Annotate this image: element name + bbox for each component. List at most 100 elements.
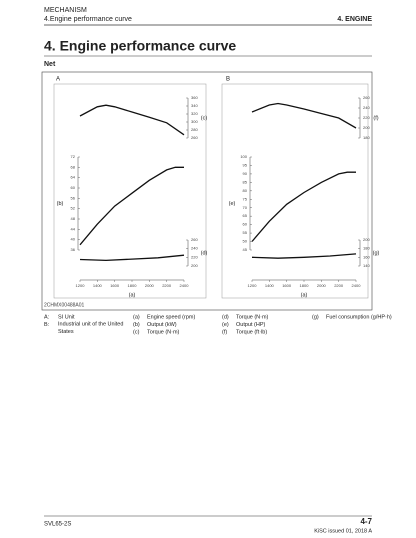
panel-frame [221, 83, 369, 299]
y-tick-label: 260 [363, 95, 370, 100]
legend-text: Torque (N·m) [236, 314, 269, 320]
y-tick-label: 68 [71, 164, 76, 169]
curve [79, 166, 184, 246]
legend-key: B: [44, 322, 50, 328]
y-tick-label: 300 [191, 119, 198, 124]
legend-text: SI Unit [58, 314, 75, 320]
y-tick-label: 65 [243, 213, 248, 218]
legend-text: Fuel consumption (g/HP·h) [326, 314, 392, 320]
y-tick-label: 90 [243, 171, 248, 176]
y-tick-label: 44 [71, 226, 76, 231]
panel-frame [53, 83, 207, 299]
y-tick-label: 200 [363, 125, 370, 130]
y-tick-label: 95 [243, 163, 248, 168]
y-tick-label: 80 [243, 188, 248, 193]
legend-key: (f) [222, 329, 227, 335]
y-tick-label: 360 [191, 95, 198, 100]
x-tick-label: 1200 [248, 283, 258, 288]
panel-label: B [226, 77, 230, 83]
legend-text: Torque (ft·lb) [236, 329, 267, 335]
y-tick-label: 85 [243, 179, 248, 184]
x-tick-label: 2000 [317, 283, 327, 288]
legend-key: (g) [312, 314, 319, 320]
x-tick-label: 1200 [76, 283, 86, 288]
legend-key: (c) [133, 329, 140, 335]
legend-key: (a) [133, 314, 140, 320]
y-tick-label: 60 [243, 222, 248, 227]
y-tick-label: 70 [243, 205, 248, 210]
x-axis-label: (a) [301, 292, 308, 298]
x-tick-label: 1800 [300, 283, 310, 288]
plot-label: (f) [373, 115, 378, 121]
plot-label: (e) [229, 201, 236, 207]
y-tick-label: 200 [363, 237, 370, 242]
y-tick-label: 180 [363, 135, 370, 140]
curve [251, 253, 357, 259]
y-tick-label: 40 [71, 237, 76, 242]
figure-code: 2CHMX00488A01 [44, 302, 85, 308]
section: MECHANISM [44, 7, 87, 14]
y-tick-label: 56 [71, 195, 76, 200]
x-tick-label: 2400 [352, 283, 362, 288]
legend-key: A: [44, 314, 50, 320]
x-tick-label: 2400 [180, 283, 190, 288]
legend-key: (d) [222, 314, 229, 320]
legend-text: Industrial unit of the United States [58, 322, 123, 336]
figure-frame [41, 71, 373, 311]
y-tick-label: 60 [71, 185, 76, 190]
model: SVL65-2S [44, 522, 71, 528]
x-tick-label: 1400 [265, 283, 275, 288]
y-tick-label: 55 [243, 230, 248, 235]
legend-text: Output (kW) [147, 322, 177, 328]
y-tick-label: 48 [71, 216, 76, 221]
x-tick-label: 1400 [93, 283, 103, 288]
y-tick-label: 260 [191, 237, 198, 242]
y-tick-label: 260 [191, 135, 198, 140]
y-tick-label: 280 [191, 127, 198, 132]
plot-label: (g) [373, 250, 380, 256]
x-tick-label: 2200 [162, 283, 172, 288]
y-tick-label: 52 [71, 206, 76, 211]
title: 4. Engine performance curve [44, 38, 236, 54]
x-tick-label: 1600 [110, 283, 120, 288]
page-number: 4-7 [360, 517, 372, 526]
legend-text: Torque (N·m) [147, 329, 180, 335]
y-tick-label: 45 [243, 247, 248, 252]
legend-text: Output (HP) [236, 322, 266, 328]
plot-label: (d) [201, 250, 208, 256]
subtitle: Net [44, 61, 56, 68]
y-tick-label: 200 [191, 263, 198, 268]
y-tick-label: 100 [240, 154, 247, 159]
y-tick-label: 180 [363, 246, 370, 251]
issued: KiSC issued 01, 2018 A [314, 528, 372, 534]
y-tick-label: 64 [71, 175, 76, 180]
subsection: 4.Engine performance curve [44, 16, 132, 23]
y-tick-label: 340 [191, 103, 198, 108]
x-tick-label: 1600 [282, 283, 292, 288]
chapter: 4. ENGINE [337, 16, 372, 23]
plot-label: (b) [57, 201, 64, 207]
panel-label: A [56, 77, 60, 83]
curve [79, 254, 185, 262]
y-tick-label: 220 [363, 115, 370, 120]
y-tick-label: 220 [191, 254, 198, 259]
y-tick-label: 36 [71, 247, 76, 252]
y-tick-label: 75 [243, 196, 248, 201]
y-tick-label: 140 [363, 263, 370, 268]
curve [251, 102, 357, 129]
x-axis-label: (a) [129, 292, 136, 298]
plot-label: (c) [201, 115, 208, 121]
x-tick-label: 1800 [128, 283, 138, 288]
x-tick-label: 2200 [334, 283, 344, 288]
x-tick-label: 2000 [145, 283, 155, 288]
y-tick-label: 240 [191, 246, 198, 251]
legend-key: (b) [133, 322, 140, 328]
curve [251, 171, 356, 242]
y-tick-label: 240 [363, 105, 370, 110]
y-tick-label: 50 [243, 239, 248, 244]
y-tick-label: 160 [363, 254, 370, 259]
legend-text: Engine speed (rpm) [147, 314, 195, 320]
legend-key: (e) [222, 322, 229, 328]
